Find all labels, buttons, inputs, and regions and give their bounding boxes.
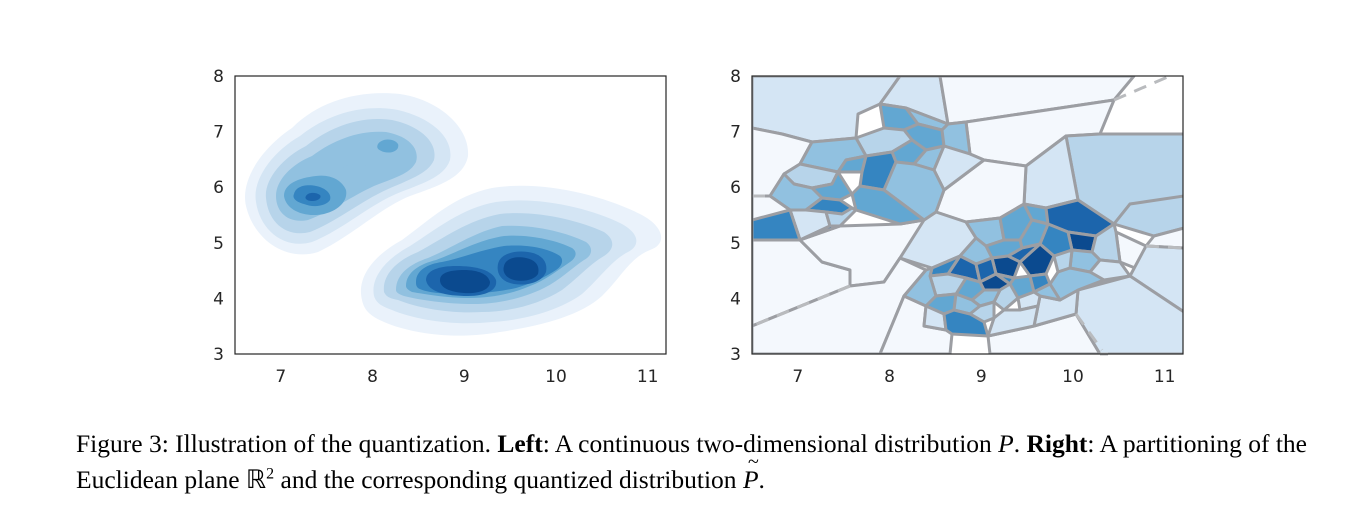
cell: [942, 308, 990, 338]
y-tick-label: 6: [730, 178, 741, 198]
x-tick-label: 8: [884, 367, 895, 387]
x-tick-label: 7: [792, 367, 803, 387]
superscript-2: 2: [266, 465, 275, 483]
y-tick-label: 3: [213, 345, 224, 365]
contour-b-8b: [503, 257, 539, 281]
figure: 7 8 9 10 11 3 4 5 6 7 8: [213, 67, 1185, 387]
unbounded-edges: [751, 74, 1185, 356]
figure-label: Figure 3:: [76, 429, 169, 458]
contour-a-7: [305, 192, 321, 201]
y-tick-label: 4: [213, 289, 224, 309]
voronoi-cells: [752, 76, 1183, 354]
right-panel: 7 8 9 10 11 3 4 5 6 7 8: [730, 67, 1185, 387]
contour-a-5c: [377, 139, 399, 153]
right-axes-frame: [751, 75, 1184, 355]
density-contours: [245, 93, 662, 336]
symbol-r: ℝ: [245, 465, 267, 494]
contour-a-5b: [340, 164, 371, 183]
x-tick-label: 10: [545, 367, 567, 387]
x-tick-label: 9: [976, 367, 987, 387]
symbol-p-tilde-letter: P: [742, 465, 759, 494]
ray: [1145, 244, 1185, 250]
x-tick-label: 7: [275, 367, 286, 387]
x-tick-label: 11: [637, 367, 659, 387]
symbol-p-tilde: ~ P: [742, 451, 759, 498]
y-tick-label: 5: [730, 234, 741, 254]
y-tick-label: 8: [213, 67, 224, 87]
left-panel: 7 8 9 10 11 3 4 5 6 7 8: [213, 67, 667, 387]
tail-text: and the corresponding quantized distribu…: [280, 465, 737, 494]
right-label: Right: [1026, 429, 1088, 458]
x-tick-label: 11: [1154, 367, 1176, 387]
x-tick-label: 10: [1062, 367, 1084, 387]
y-tick-label: 5: [213, 234, 224, 254]
cell: [752, 208, 802, 242]
ray: [1074, 313, 1104, 351]
y-tick-label: 7: [730, 123, 741, 143]
figure-caption: Figure 3: Illustration of the quantizati…: [76, 426, 1331, 498]
cell: [1144, 226, 1183, 250]
right-tick-labels: 7 8 9 10 11 3 4 5 6 7 8: [730, 67, 1175, 387]
x-tick-label: 9: [459, 367, 470, 387]
tilde-accent: ~: [747, 451, 759, 473]
ray: [751, 284, 851, 328]
y-tick-label: 7: [213, 123, 224, 143]
left-text: : A continuous two-dimensional distribut…: [542, 429, 992, 458]
cell: [994, 272, 1016, 286]
right-text: : A partitioning of the Euclidean plane: [76, 429, 1307, 494]
ray: [1113, 74, 1171, 102]
y-tick-label: 6: [213, 178, 224, 198]
cell: [932, 144, 986, 192]
caption-intro: Illustration of the quantization.: [175, 429, 492, 458]
y-tick-label: 8: [730, 67, 741, 87]
y-tick-label: 4: [730, 289, 741, 309]
x-tick-label: 8: [367, 367, 378, 387]
cell: [1088, 258, 1132, 282]
left-label: Left: [497, 429, 543, 458]
symbol-p: P: [998, 429, 1014, 458]
left-axes-frame: [234, 75, 667, 355]
contour-b-8a: [440, 270, 490, 294]
y-tick-label: 3: [730, 345, 741, 365]
left-tick-labels: 7 8 9 10 11 3 4 5 6 7 8: [213, 67, 658, 387]
